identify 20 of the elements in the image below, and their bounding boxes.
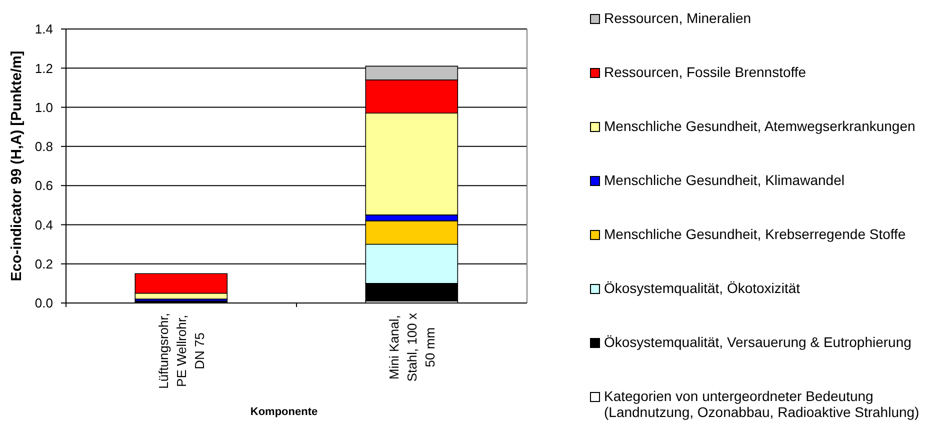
y-tick-label: 1.2 bbox=[34, 60, 53, 76]
legend-label: Ökosystemqualität, Ökotoxizität bbox=[604, 280, 802, 296]
x-axis-title: Komponente bbox=[250, 406, 318, 419]
y-tick-label: 0.0 bbox=[34, 296, 53, 311]
y-tick-label: 0.4 bbox=[34, 217, 53, 232]
y-axis-title: Eco-indicator 99 (H,A) [Punkte/m] bbox=[9, 50, 25, 282]
legend-label: Ressourcen, Fossile Brennstoffe bbox=[604, 64, 808, 80]
x-tick-label: Mini Kanal, Stahl, 100 x 50 mm bbox=[386, 312, 438, 382]
y-tick-label: 0.6 bbox=[34, 178, 53, 194]
y-tick-label: 1.0 bbox=[34, 100, 53, 115]
legend-label: Kategorien von untergeordneter Bedeutung (Landnutzung, Ozonabbau, Radioaktive Strahlung) bbox=[604, 388, 920, 420]
y-tick-label: 1.4 bbox=[34, 22, 53, 37]
y-tick-label: 0.2 bbox=[34, 256, 53, 272]
legend-label: Menschliche Gesundheit, Klimawandel bbox=[604, 172, 846, 188]
legend-label: Menschliche Gesundheit, Atemwegserkrankungen bbox=[604, 118, 916, 134]
legend-label: Ökosystemqualität, Versauerung & Eutrophierung bbox=[604, 334, 912, 350]
legend-label: Ressourcen, Mineralien bbox=[604, 10, 752, 26]
y-tick-label: 0.8 bbox=[34, 139, 53, 154]
x-tick-label: Lüftungsrohr, PE Wellrohr, DN 75 bbox=[156, 313, 207, 389]
legend-label: Menschliche Gesundheit, Krebserregende Stoffe bbox=[604, 226, 907, 242]
